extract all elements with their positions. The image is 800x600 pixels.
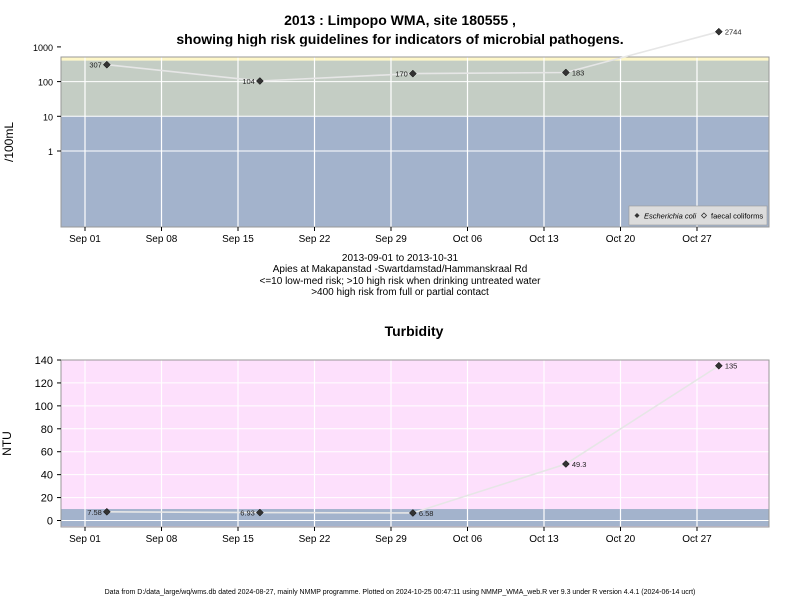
caption-high-risk: >400 high risk from full or partial cont…: [311, 287, 489, 298]
data-label: 183: [572, 68, 585, 77]
caption-low-risk: <=10 low-med risk; >10 high risk when dr…: [259, 276, 541, 287]
x-tick-label: Sep 08: [146, 534, 178, 545]
data-point: [715, 361, 723, 370]
x-tick-label: Sep 08: [146, 234, 178, 245]
turbidity-title: Turbidity: [385, 323, 444, 339]
y-axis-label: /100mL: [2, 122, 16, 162]
x-tick-label: Oct 20: [606, 534, 636, 545]
x-tick-label: Oct 20: [606, 234, 636, 245]
risk-band: [61, 57, 769, 61]
legend-label-ecoli: Escherichia coli: [644, 212, 696, 221]
x-tick-label: Oct 27: [682, 534, 712, 545]
y-tick-label: 10: [43, 112, 53, 122]
x-tick-label: Sep 22: [299, 534, 331, 545]
legend-marker-ecoli: [634, 213, 640, 218]
legend-marker-faecal: [700, 212, 708, 219]
y-tick-label: 80: [41, 424, 53, 436]
data-point: [103, 507, 111, 516]
x-tick-label: Oct 13: [529, 534, 559, 545]
x-tick-label: Oct 06: [453, 534, 483, 545]
legend-box: [628, 205, 768, 226]
x-tick-label: Sep 01: [69, 534, 101, 545]
ecoli-chart: Sep 01 Sep 08 Sep 15 Sep 22 Sep 29 Oct 06 Oct …: [2, 27, 770, 245]
caption-date-range: 2013-09-01 to 2013-10-31: [341, 253, 459, 264]
data-label: 7.58: [87, 508, 102, 517]
x-tick-label: Sep 29: [375, 534, 407, 545]
data-point: [256, 77, 264, 85]
y-tick-label: 100: [35, 401, 53, 413]
caption-site: Apies at Makapanstad -Swartdamstad/Hamma…: [272, 264, 528, 275]
data-label: 6.58: [419, 509, 434, 518]
data-label: 104: [242, 77, 255, 86]
y-tick-label: 60: [41, 447, 53, 459]
x-tick-label: Oct 27: [682, 234, 712, 245]
risk-band: [61, 60, 769, 117]
chart-title-line-2: showing high risk guidelines for indicat…: [176, 31, 624, 47]
y-tick-label: 140: [35, 355, 53, 367]
data-point: [409, 69, 417, 78]
x-tick-label: Oct 06: [453, 234, 483, 245]
data-point: [715, 27, 723, 36]
y-tick-label: 1: [48, 147, 53, 157]
y-tick-label: 100: [38, 78, 53, 88]
y-tick-label: 120: [35, 378, 53, 390]
data-point: [409, 509, 417, 517]
data-point: [103, 60, 111, 69]
plot-background: [61, 360, 769, 527]
data-point: [562, 68, 570, 77]
data-label: 49.3: [572, 460, 587, 469]
data-label: 170: [395, 70, 408, 79]
data-point: [256, 508, 264, 517]
x-tick-label: Sep 01: [69, 234, 101, 245]
y-tick-label: 1000: [33, 43, 53, 53]
data-label: 307: [89, 61, 102, 70]
data-point: [562, 460, 570, 468]
y-axis-label: NTU: [0, 431, 14, 456]
data-label: 135: [725, 362, 738, 371]
plot-frame: [60, 359, 770, 528]
chart-title-line-1: 2013 : Limpopo WMA, site 180555 ,: [284, 12, 516, 28]
y-tick-label: 20: [41, 493, 53, 505]
x-tick-label: Oct 13: [529, 234, 559, 245]
data-label: 6.93: [240, 509, 255, 518]
legend-label-faecal: faecal coliforms: [711, 212, 763, 221]
y-tick-label: 0: [47, 516, 53, 528]
y-tick-label: 40: [41, 470, 53, 482]
x-tick-label: Sep 15: [222, 534, 254, 545]
plot-frame: [60, 56, 770, 228]
data-label: 2744: [725, 28, 742, 37]
footer-note: Data from D:/data_large/wq/wms.db dated …: [104, 589, 696, 596]
x-tick-label: Sep 15: [222, 234, 254, 245]
x-tick-label: Sep 22: [299, 234, 331, 245]
x-tick-label: Sep 29: [375, 234, 407, 245]
